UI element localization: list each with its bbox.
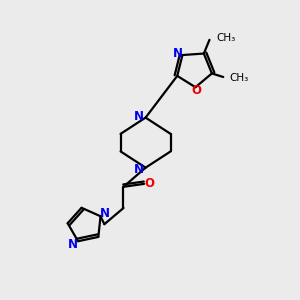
- Text: CH₃: CH₃: [216, 33, 236, 43]
- Text: N: N: [172, 47, 182, 60]
- Text: O: O: [144, 177, 154, 190]
- Text: CH₃: CH₃: [230, 74, 249, 83]
- Text: N: N: [134, 163, 144, 176]
- Text: N: N: [134, 110, 144, 123]
- Text: N: N: [68, 238, 78, 251]
- Text: O: O: [191, 84, 201, 97]
- Text: N: N: [100, 207, 110, 220]
